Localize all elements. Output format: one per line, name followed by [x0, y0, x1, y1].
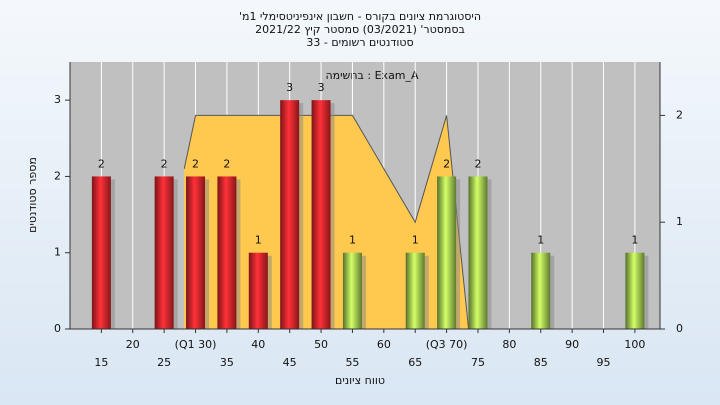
bar [217, 176, 237, 329]
x-tick-label: (Q3 70) [426, 338, 468, 351]
value-label: 3 [318, 81, 325, 94]
bar [280, 100, 300, 330]
overlay-line [183, 114, 470, 330]
value-label: 2 [223, 157, 230, 170]
value-label: 1 [537, 234, 544, 247]
value-label: 2 [192, 157, 199, 170]
bar [154, 176, 174, 329]
value-label: 2 [474, 157, 481, 170]
x-tick-label: (Q1 30) [175, 338, 217, 351]
bar [342, 252, 362, 329]
x-tick-label: 60 [377, 338, 391, 351]
value-label: 2 [161, 157, 168, 170]
bar [311, 100, 331, 330]
y-tick-label: 2 [54, 169, 61, 182]
value-label: 2 [443, 157, 450, 170]
value-label: 1 [255, 234, 262, 247]
chart-subtitle: בסמסטר' (03/2021) סמסטר קיץ 2021/22 [255, 23, 465, 36]
value-label: 1 [412, 234, 419, 247]
x-tick-label: 75 [471, 356, 485, 369]
x-tick-label: 50 [314, 338, 328, 351]
bar [248, 252, 268, 329]
y-axis-label: מספר סטודנטים [26, 157, 39, 233]
chart-title: היסטוגרמת ציונים בקורס - חשבון אינפיניטס… [239, 10, 481, 23]
bar [91, 176, 111, 329]
x-tick-label: 20 [126, 338, 140, 351]
x-axis-label: טווח ציונים [335, 374, 385, 387]
x-tick-label: 80 [502, 338, 516, 351]
x-tick-label: 95 [597, 356, 611, 369]
x-tick-label: 40 [251, 338, 265, 351]
y-tick-label: 1 [54, 246, 61, 259]
bar [186, 176, 206, 329]
x-tick-label: 45 [283, 356, 297, 369]
bar [468, 176, 488, 329]
x-tick-label: 15 [94, 356, 108, 369]
bar [531, 252, 551, 329]
value-label: 1 [349, 234, 356, 247]
bar [405, 252, 425, 329]
y2-tick-label: 0 [676, 322, 683, 335]
x-tick-label: 35 [220, 356, 234, 369]
y2-tick-label: 1 [676, 215, 683, 228]
bar [437, 176, 457, 329]
x-tick-label: 25 [157, 356, 171, 369]
value-label: 3 [286, 81, 293, 94]
y-tick-label: 3 [54, 93, 61, 106]
x-tick-label: 100 [624, 338, 645, 351]
x-tick-label: 65 [408, 356, 422, 369]
y-tick-label: 0 [54, 322, 61, 335]
x-tick-label: 90 [565, 338, 579, 351]
x-tick-label: 55 [345, 356, 359, 369]
x-tick-label: 85 [534, 356, 548, 369]
value-label: 1 [631, 234, 638, 247]
bar [625, 252, 645, 329]
value-label: 2 [98, 157, 105, 170]
y2-tick-label: 2 [676, 108, 683, 121]
chart-subtitle: סטודנטים רשומים - 33 [306, 36, 413, 49]
annotation: בחשימה : Exam_A [325, 69, 419, 82]
